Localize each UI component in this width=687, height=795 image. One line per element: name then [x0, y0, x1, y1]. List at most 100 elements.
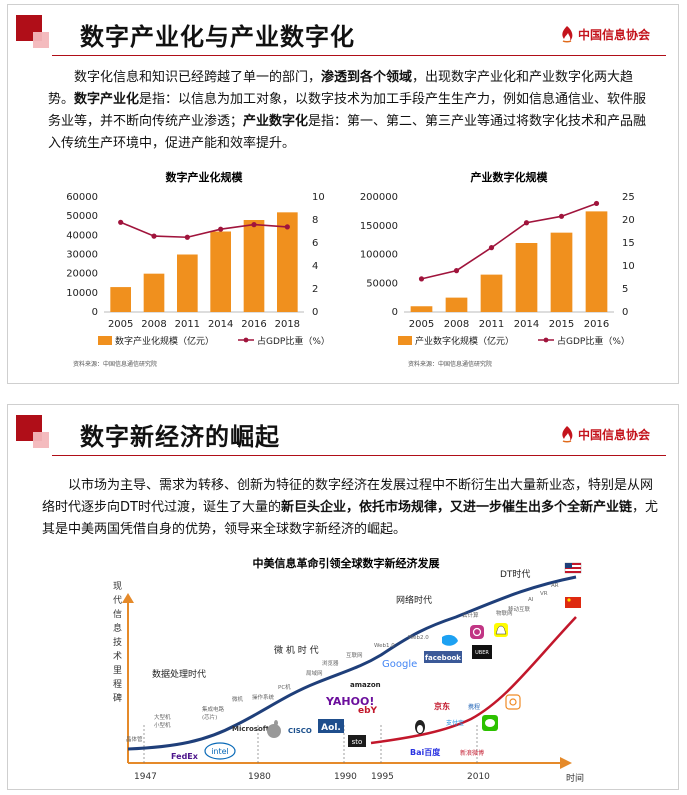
label-internet: 互联网	[346, 651, 363, 659]
y-tick-right: 5	[622, 284, 628, 295]
legend-bar-swatch	[98, 336, 112, 345]
decor-square-pink	[33, 432, 49, 448]
bar	[480, 274, 503, 312]
bar	[110, 287, 131, 312]
x-tick: 2008	[444, 319, 469, 330]
series-line	[421, 202, 597, 280]
bar	[550, 232, 573, 312]
title-underline	[52, 455, 666, 456]
logo-stock: sto	[352, 738, 363, 746]
year-label: 1980	[248, 772, 271, 782]
association-logo: 中国信息协会	[559, 425, 650, 443]
era-network: 网络时代	[396, 594, 432, 606]
logo-intel: intel	[204, 742, 236, 760]
y-tick-left: 10000	[66, 288, 98, 299]
year-label: 2010	[467, 772, 490, 782]
y-tick-left: 0	[92, 307, 98, 318]
y-tick-right: 6	[312, 238, 318, 249]
legend-line-label: 占GDP比重（%）	[257, 335, 330, 347]
y-tick-right: 0	[622, 307, 628, 318]
logo-baidu: Bai百度	[410, 747, 441, 757]
label-vr: VR	[540, 591, 548, 597]
x-tick: 2015	[549, 319, 574, 330]
y-tick-left: 100000	[360, 250, 398, 261]
y-tick-right: 10	[622, 261, 635, 272]
logo-facebook: facebook	[425, 654, 461, 662]
logo-stock-bg	[348, 735, 366, 747]
title-underline	[52, 55, 666, 56]
label-web1: Web1.0	[374, 643, 395, 649]
label-iot: 物联网	[496, 609, 513, 617]
slide-title: 数字新经济的崛起	[80, 423, 280, 451]
logo-cisco: CISCO	[288, 727, 312, 735]
x-tick: 2016	[241, 319, 266, 330]
label-microcomputer: 微机	[232, 695, 244, 703]
line-point	[151, 233, 157, 239]
bar	[585, 211, 608, 312]
emphasis-text: 产业数字化	[243, 114, 309, 129]
label-ai: AI	[528, 597, 534, 603]
label-web2: Web2.0	[408, 635, 429, 641]
us-curve	[127, 575, 577, 751]
emphasis-text: 新巨头企业，依托市场规律，又进一步催生出多个全新产业链	[280, 500, 632, 515]
y-tick-left: 50000	[366, 278, 398, 289]
logo-aol-bg	[318, 719, 344, 733]
logo-alipay: 支付宝	[446, 719, 464, 727]
y-tick-left: 60000	[66, 192, 98, 203]
line-point	[284, 224, 290, 230]
label-mainframe: 大型机	[154, 713, 171, 721]
logo-text: 中国信息协会	[577, 427, 650, 442]
emphasis-text: 渗透到各个领域	[321, 70, 413, 85]
line-point	[251, 222, 257, 228]
x-axis-arrowhead	[560, 757, 572, 769]
y-axis-label-char: 技	[113, 636, 122, 648]
body-text: ，尤其是中美两国凭借自身的优势，领导来全球数字新经济的崛起。	[42, 500, 658, 537]
y-tick-right: 8	[312, 215, 318, 226]
logo-yahoo: YAHOO!	[325, 695, 374, 708]
intro-paragraph: 数字化信息和知识已经跨越了单一的部门，渗透到各个领域，出现数字产业化和产业数字化…	[48, 67, 648, 155]
bar	[177, 254, 198, 312]
x-axis-label: 时间	[566, 772, 584, 784]
y-tick-left: 20000	[66, 269, 98, 280]
x-tick: 2011	[479, 319, 504, 330]
snapchat-icon	[494, 623, 508, 637]
logo-jd: 京东	[434, 701, 450, 711]
label-integrated-circuit: 集成电路	[202, 705, 225, 713]
line-point	[184, 234, 190, 240]
y-axis-arrowhead	[122, 593, 134, 603]
y-tick-right: 10	[312, 192, 325, 203]
bar	[143, 273, 165, 312]
logo-ctrip: 携程	[468, 703, 480, 711]
y-axis-label-char: 代	[113, 595, 122, 606]
y-tick-left: 0	[392, 307, 398, 318]
label-mobile: 移动互联	[508, 605, 531, 613]
label-ar: AR	[551, 583, 559, 589]
bar	[277, 212, 298, 312]
series-line	[120, 221, 288, 239]
y-axis-label-char: 程	[113, 679, 122, 690]
bar	[410, 306, 433, 312]
legend-bar-swatch	[398, 336, 412, 345]
legend-line-label: 占GDP比重（%）	[557, 335, 630, 347]
body-text: 以市场为主导、需求为转移、创新为特征的数字经济在发展过程中不断衍生出大量新业态，…	[42, 478, 654, 515]
line-point	[118, 219, 124, 225]
x-tick: 2005	[108, 319, 133, 330]
bar	[515, 243, 538, 312]
x-tick: 2011	[175, 319, 200, 330]
diagram-title: 中美信息革命引领全球数字新经济发展	[253, 556, 441, 570]
body-text: ，出现数字产业化和产业数字化两大趋势。	[48, 70, 634, 107]
flame-logo-icon	[562, 426, 573, 443]
china-curve	[370, 616, 577, 745]
x-tick: 2014	[208, 319, 233, 330]
y-tick-right: 25	[622, 192, 635, 203]
x-tick: 2008	[141, 319, 166, 330]
bar	[445, 297, 468, 312]
y-tick-right: 2	[312, 284, 318, 295]
logo-google: Google	[382, 659, 417, 670]
intro-paragraph: 以市场为主导、需求为转移、创新为特征的数字经济在发展过程中不断衍生出大量新业态，…	[42, 475, 660, 541]
wechat-icon	[482, 715, 498, 731]
x-tick: 2018	[275, 319, 300, 330]
y-tick-left: 200000	[360, 192, 398, 203]
logo-aol: Aol.	[321, 723, 341, 733]
line-point	[453, 268, 460, 274]
